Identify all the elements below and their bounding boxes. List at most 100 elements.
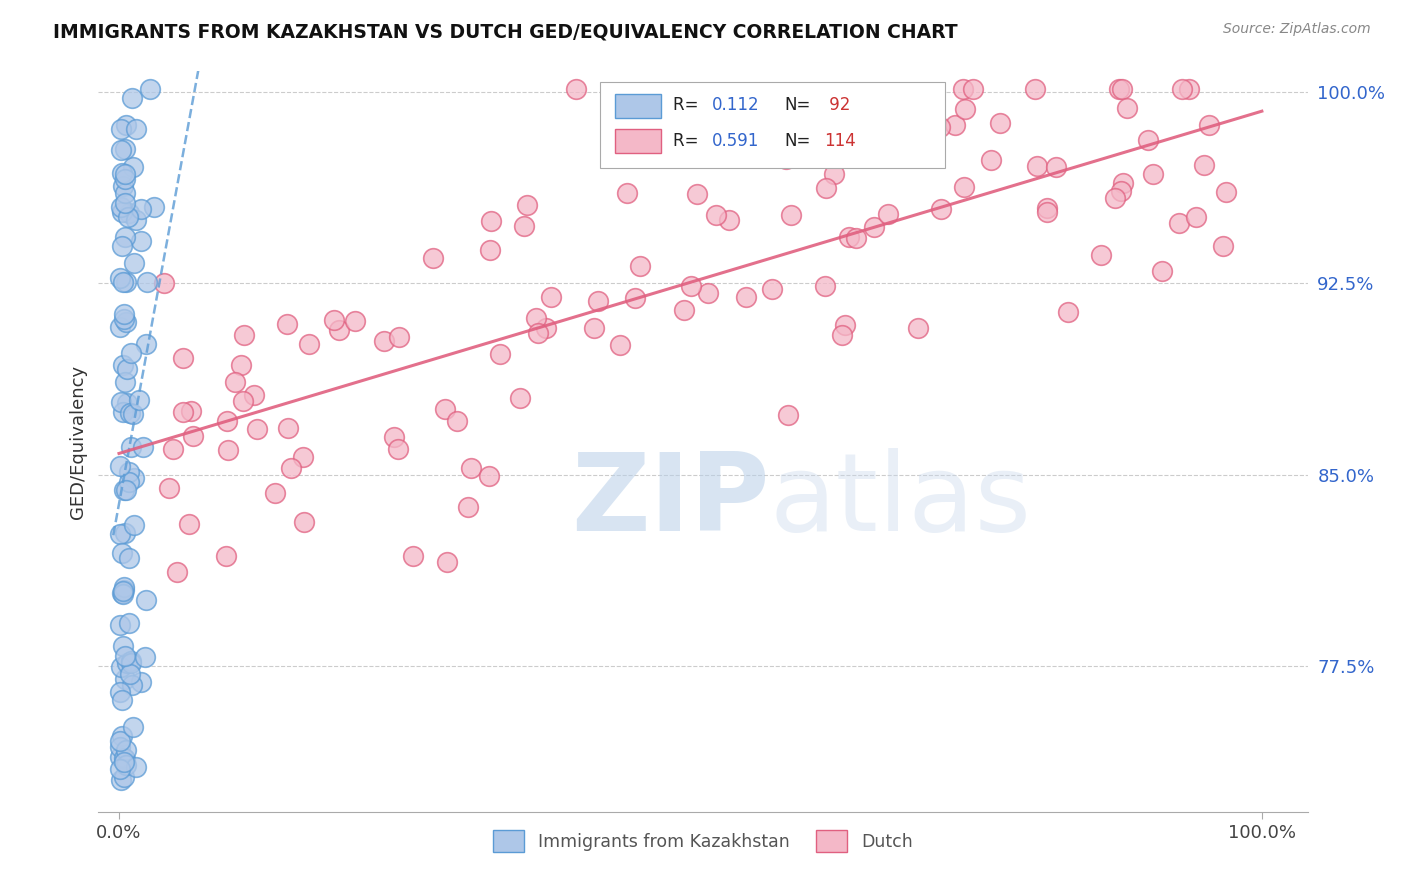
Point bbox=[111, 239, 134, 253]
Point bbox=[536, 321, 558, 335]
Point bbox=[121, 720, 143, 734]
Point bbox=[489, 347, 512, 361]
Text: atlas: atlas bbox=[769, 448, 1032, 554]
Point bbox=[114, 648, 136, 663]
Point bbox=[129, 202, 152, 216]
Point bbox=[838, 230, 860, 244]
Point bbox=[1137, 133, 1160, 147]
Point bbox=[111, 546, 134, 560]
Point bbox=[112, 751, 135, 765]
Point bbox=[118, 406, 141, 420]
Point bbox=[232, 327, 254, 342]
Point bbox=[180, 404, 202, 418]
Point bbox=[120, 346, 142, 360]
Point bbox=[112, 582, 135, 597]
Point bbox=[1192, 159, 1215, 173]
Point bbox=[112, 179, 135, 194]
Point bbox=[110, 762, 132, 776]
Point bbox=[323, 312, 346, 326]
Text: 0.591: 0.591 bbox=[711, 132, 759, 150]
Point bbox=[121, 90, 143, 104]
Point bbox=[280, 460, 302, 475]
Point bbox=[114, 142, 136, 156]
Point bbox=[125, 760, 148, 774]
Point bbox=[1168, 216, 1191, 230]
Point bbox=[112, 275, 135, 289]
Point bbox=[110, 617, 132, 632]
Point bbox=[135, 337, 157, 351]
Point bbox=[786, 120, 808, 135]
Point bbox=[845, 231, 868, 245]
Point bbox=[215, 549, 238, 563]
Point bbox=[953, 180, 976, 194]
Point bbox=[778, 408, 800, 422]
Point bbox=[479, 214, 502, 228]
Point bbox=[110, 200, 132, 214]
Point bbox=[276, 317, 298, 331]
Point bbox=[114, 526, 136, 541]
Bar bbox=[614, 129, 661, 153]
Point bbox=[231, 358, 253, 372]
Point bbox=[373, 334, 395, 348]
Point bbox=[132, 440, 155, 454]
Point bbox=[112, 312, 135, 326]
Point bbox=[110, 458, 132, 473]
Text: R=: R= bbox=[672, 96, 703, 114]
Text: 114: 114 bbox=[824, 132, 856, 150]
Point bbox=[124, 212, 146, 227]
Point bbox=[980, 153, 1002, 167]
Point bbox=[297, 336, 319, 351]
Point bbox=[446, 414, 468, 428]
Point bbox=[877, 207, 900, 221]
Point bbox=[402, 549, 425, 564]
Point bbox=[114, 186, 136, 201]
Point bbox=[814, 278, 837, 293]
Point bbox=[1212, 239, 1234, 253]
Point bbox=[112, 358, 135, 372]
Point bbox=[117, 210, 139, 224]
Point bbox=[704, 209, 727, 223]
Point bbox=[112, 307, 135, 321]
Point bbox=[863, 220, 886, 235]
Text: N=: N= bbox=[785, 96, 810, 114]
Point bbox=[928, 120, 950, 134]
Point bbox=[129, 235, 152, 249]
Point bbox=[111, 166, 134, 180]
Point bbox=[118, 465, 141, 479]
Point bbox=[122, 255, 145, 269]
Point bbox=[118, 205, 141, 219]
Point bbox=[111, 729, 134, 743]
Point bbox=[1116, 101, 1139, 115]
FancyBboxPatch shape bbox=[600, 82, 945, 168]
Point bbox=[1109, 184, 1132, 198]
Point bbox=[111, 693, 134, 707]
Point bbox=[114, 375, 136, 389]
Point bbox=[422, 251, 444, 265]
Point bbox=[232, 394, 254, 409]
Point bbox=[246, 422, 269, 436]
Point bbox=[672, 303, 695, 318]
Point bbox=[110, 659, 132, 673]
Point bbox=[609, 337, 631, 351]
Point bbox=[120, 656, 142, 670]
Point bbox=[177, 517, 200, 532]
Point bbox=[1104, 191, 1126, 205]
Point bbox=[108, 685, 131, 699]
Point bbox=[1108, 82, 1130, 96]
Point bbox=[513, 219, 536, 234]
Point bbox=[118, 551, 141, 566]
Point bbox=[172, 351, 194, 365]
Point bbox=[108, 319, 131, 334]
Point bbox=[120, 667, 142, 681]
Point bbox=[388, 330, 411, 344]
Point bbox=[780, 208, 803, 222]
Point bbox=[110, 772, 132, 787]
Text: R=: R= bbox=[672, 132, 703, 150]
Point bbox=[111, 204, 134, 219]
Point bbox=[111, 587, 134, 601]
Point bbox=[775, 152, 797, 166]
Point bbox=[681, 278, 703, 293]
Point bbox=[343, 314, 366, 328]
Point bbox=[1045, 160, 1067, 174]
Point bbox=[526, 311, 548, 326]
